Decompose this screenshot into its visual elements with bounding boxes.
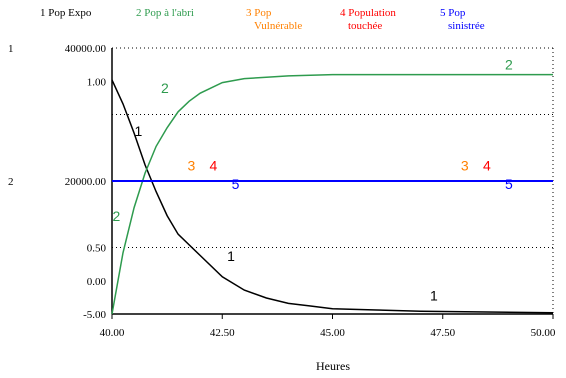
legend: 1 Pop Expo 2 Pop à l'abri 3 Pop Vulnérable 4… [40,7,485,32]
x-tick-label: 45.00 [320,327,345,339]
line-marker-1: 1 [135,123,143,139]
x-tick-label: 40.00 [100,327,125,339]
x-tick-label: 47.50 [430,327,455,339]
y-tick-label: 40000.00 [65,43,107,55]
y-tick-label: 0.50 [87,243,107,255]
line-marker-2: 2 [161,80,169,96]
line-marker-2: 2 [113,208,121,224]
grid [112,114,553,248]
y-scale-label: 2 [8,176,14,188]
line-marker-1: 1 [430,288,438,304]
line-marker-2: 2 [505,56,513,72]
line-marker-5: 5 [505,176,513,192]
line-marker-4: 4 [483,157,491,173]
axes: 40.00 42.50 45.00 47.50 50.0040000.001.00-5.… [8,43,556,339]
series-line-2 [111,73,553,315]
series [111,73,554,315]
line-marker-4: 4 [210,157,218,173]
x-axis-label: Heures [316,359,350,373]
line-marker-1: 1 [227,248,235,264]
y-tick-label: 0.00 [87,276,107,288]
line-marker-5: 5 [232,176,240,192]
legend-item-5: 5 Pop sinistrée [440,7,485,32]
line-marker-3: 3 [461,157,469,173]
legend-item-1: 1 Pop Expo [40,7,92,19]
legend-item-2: 2 Pop à l'abri [136,7,194,19]
y-tick-label: 1.00 [87,76,107,88]
y-tick-label: -5.00 [83,309,106,321]
x-tick-label: 42.50 [210,327,235,339]
legend-item-4: 4 Population touchée [340,7,396,32]
y-tick-label: 20000.00 [65,176,107,188]
line-marker-3: 3 [187,157,195,173]
series-line-1 [111,79,554,314]
x-tick-label: 50.00 [531,327,556,339]
legend-item-3: 3 Pop Vulnérable [246,7,302,32]
y-scale-label: 1 [8,43,14,55]
